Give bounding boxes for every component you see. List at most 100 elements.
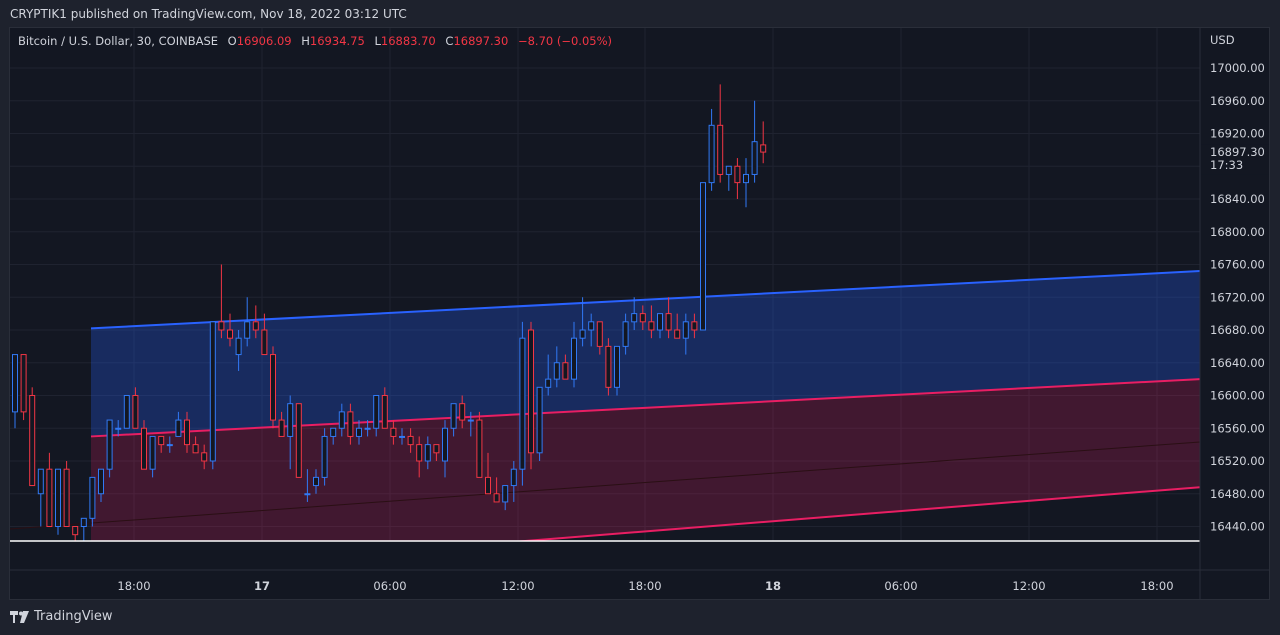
candle [665,297,672,339]
candle [657,313,663,339]
candle [399,428,405,445]
open-label: O [227,34,237,48]
candle-body [175,419,182,437]
high-label: H [301,34,310,48]
candle-body [416,444,423,462]
candle [596,321,603,355]
low-label: L [374,34,381,48]
candle-body [485,476,491,495]
time-tick-label: 18:00 [117,579,150,593]
candle-body [519,337,526,470]
candle [209,321,216,470]
price-tick-label: 16520.00 [1210,454,1265,468]
candle [424,436,431,470]
candle-body [399,435,405,438]
candle-body [29,395,36,487]
candle [63,461,70,527]
candle-body [270,354,276,421]
candle [252,305,259,339]
candle-body [390,427,397,437]
candle-body [278,419,285,437]
chart-frame[interactable]: USD 16440.00 16480.00 16520.00 16560.00 16600… [9,27,1270,600]
candle [502,485,509,511]
candle-body [12,354,18,413]
candle-body [553,362,560,380]
candle-body [725,165,732,175]
candle [235,330,242,371]
candle [123,395,130,429]
candle [364,420,371,437]
candle [37,468,44,527]
candle-body [295,403,302,478]
candle-body [605,345,612,388]
time-tick-label: 06:00 [373,579,406,593]
candle [287,395,294,470]
price-chart[interactable]: USD 16440.00 16480.00 16520.00 16560.00 16600… [10,28,1269,599]
candle-body [450,403,457,429]
candle [141,420,147,470]
candle [201,444,208,470]
candle-body [682,321,689,339]
candle [442,420,448,478]
candle [708,108,715,191]
candle-body [115,427,122,430]
candle-body [588,321,595,331]
price-tick-label: 16960.00 [1210,94,1265,108]
candle-body [614,345,620,388]
candle [407,428,414,453]
time-tick-label: 17 [254,579,270,593]
candle [734,158,741,199]
candle [313,469,319,494]
candle-body [631,313,638,323]
candle [270,346,276,429]
candle [98,468,104,502]
candle-body [648,321,655,331]
candle-body [665,313,672,331]
last-price-label: 16897.30 [1210,145,1265,159]
candle [467,411,474,437]
price-tick-label: 16480.00 [1210,487,1265,501]
candle-body [132,395,139,429]
candle-body [467,419,474,422]
candle-body [545,378,552,388]
candle-body [734,165,741,184]
candle [691,313,698,339]
candle [149,435,156,478]
close-value: 16897.30 [453,34,509,48]
candle [622,313,629,355]
candle-body [596,321,603,347]
candle-body [304,493,311,496]
footer[interactable]: TradingView [10,609,113,624]
candle-body [261,329,268,356]
candle [106,419,113,478]
candle [218,264,225,339]
candle-body [252,321,259,331]
last-price-badge [1201,144,1269,175]
tradingview-logo-icon [10,610,29,623]
candle [700,182,706,331]
candle [80,517,87,541]
candle-body [373,395,380,429]
candle [528,321,534,470]
candle [588,313,595,347]
candle [278,411,285,437]
price-tick-label: 16640.00 [1210,356,1265,370]
candle-body [227,329,233,339]
candle [338,403,345,437]
candle-body [338,411,345,429]
candle [347,403,354,445]
price-tick-label: 16920.00 [1210,127,1265,141]
candle [545,354,552,396]
candle-body [493,493,500,503]
candle [330,427,337,445]
time-tick-label: 12:00 [1012,579,1045,593]
candle [717,84,724,183]
channel-middle-line [90,378,1200,438]
candle [304,469,311,502]
candle [20,354,27,421]
candle-body [330,427,337,437]
candle [751,100,758,183]
candle-body [708,124,715,184]
candle-body [442,427,448,462]
candle-body [579,329,586,339]
